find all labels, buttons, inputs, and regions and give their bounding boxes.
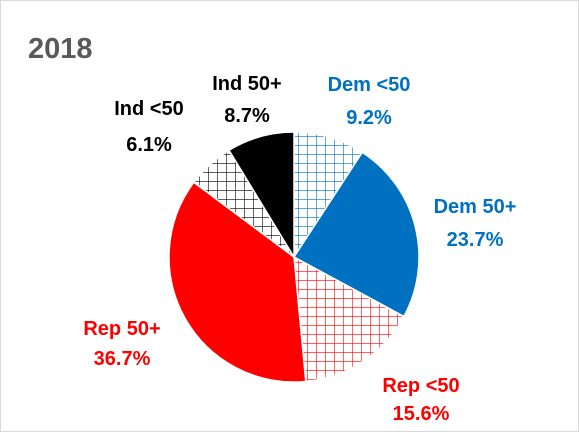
slice-label: Dem <50	[328, 74, 411, 96]
slice-value-label: 23.7%	[447, 229, 504, 251]
slice-label: Rep 50+	[83, 318, 160, 340]
slice-value-label: 8.7%	[224, 105, 270, 127]
chart-title: 2018	[28, 33, 93, 65]
slice-label: Ind 50+	[212, 73, 281, 95]
slice-value-label: 9.2%	[346, 107, 392, 129]
slice-value-label: 15.6%	[393, 403, 450, 425]
pie-slice-rep-50	[168, 181, 307, 383]
slice-label: Ind <50	[114, 98, 183, 120]
slice-label: Dem 50+	[434, 196, 517, 218]
pie-slice-ind-50	[227, 131, 295, 260]
slice-value-label: 6.1%	[126, 134, 172, 156]
pie-slice-dem-50	[292, 151, 420, 318]
slice-label: Rep <50	[382, 375, 459, 397]
pie-slices	[168, 131, 420, 383]
pie-labels: Dem <50 9.2% Dem 50+ 23.7% Rep <50 15.6% Rep 5…	[83, 73, 516, 425]
slice-value-label: 36.7%	[94, 348, 151, 370]
pie-slice-rep-50	[293, 255, 405, 383]
